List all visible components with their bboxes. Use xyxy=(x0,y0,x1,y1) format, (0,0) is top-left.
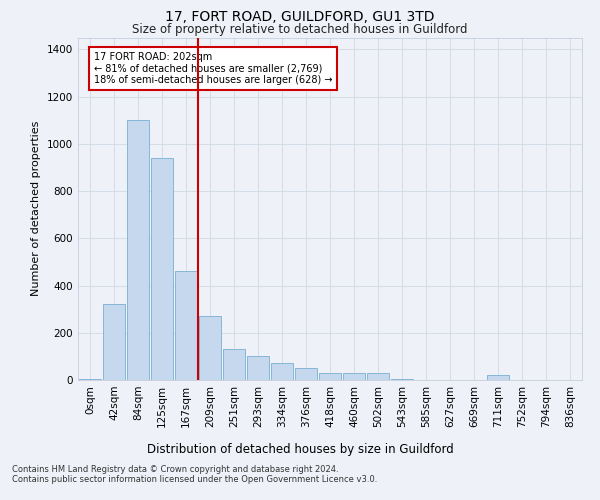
Y-axis label: Number of detached properties: Number of detached properties xyxy=(31,121,41,296)
Text: 17, FORT ROAD, GUILDFORD, GU1 3TD: 17, FORT ROAD, GUILDFORD, GU1 3TD xyxy=(165,10,435,24)
Bar xyxy=(223,350,245,380)
Bar xyxy=(127,120,149,380)
Text: Size of property relative to detached houses in Guildford: Size of property relative to detached ho… xyxy=(132,22,468,36)
Bar xyxy=(175,272,197,380)
Bar xyxy=(319,373,341,380)
Text: Contains HM Land Registry data © Crown copyright and database right 2024.: Contains HM Land Registry data © Crown c… xyxy=(12,466,338,474)
Bar xyxy=(151,158,173,380)
Bar xyxy=(367,373,389,380)
Bar xyxy=(343,373,365,380)
Bar xyxy=(391,379,413,380)
Bar xyxy=(271,364,293,380)
Bar xyxy=(247,356,269,380)
Bar xyxy=(199,316,221,380)
Bar xyxy=(103,304,125,380)
Text: 17 FORT ROAD: 202sqm
← 81% of detached houses are smaller (2,769)
18% of semi-de: 17 FORT ROAD: 202sqm ← 81% of detached h… xyxy=(94,52,332,85)
Bar xyxy=(487,376,509,380)
Bar xyxy=(79,379,101,380)
Text: Distribution of detached houses by size in Guildford: Distribution of detached houses by size … xyxy=(146,442,454,456)
Bar xyxy=(295,368,317,380)
Text: Contains public sector information licensed under the Open Government Licence v3: Contains public sector information licen… xyxy=(12,476,377,484)
